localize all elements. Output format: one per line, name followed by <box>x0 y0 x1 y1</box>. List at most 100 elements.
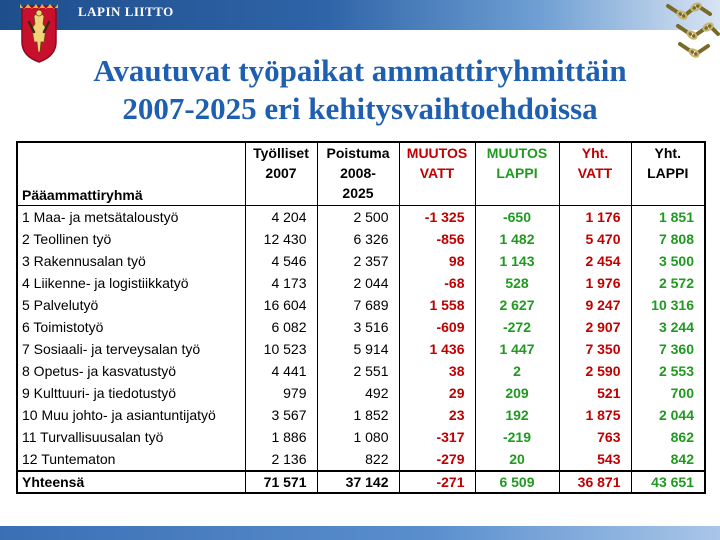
cell-total-vatt: 2 907 <box>558 316 632 338</box>
header-band <box>0 0 720 30</box>
cell-change-vatt: -1 325 <box>398 205 476 228</box>
cell-change-lappi: 1 482 <box>474 228 560 250</box>
cell-employed: 1 886 <box>244 426 318 448</box>
cell-change-lappi: 528 <box>474 272 560 294</box>
cell-total-lappi: 862 <box>630 426 706 448</box>
cell-employed: 71 571 <box>244 471 318 493</box>
cell-retirement: 3 516 <box>316 316 400 338</box>
cell-employed: 979 <box>244 382 318 404</box>
cell-change-lappi: 1 143 <box>474 250 560 272</box>
cell-total-vatt: 2 454 <box>558 250 632 272</box>
cell-total-lappi: 10 316 <box>630 294 706 316</box>
chain-emblem-icon <box>666 2 720 58</box>
cell-change-lappi: 2 627 <box>474 294 560 316</box>
cell-group: 3 Rakennusalan työ <box>16 250 246 272</box>
cell-retirement: 1 080 <box>316 426 400 448</box>
cell-total-lappi: 3 244 <box>630 316 706 338</box>
cell-retirement: 822 <box>316 448 400 471</box>
cell-retirement: 492 <box>316 382 400 404</box>
cell-total-vatt: 36 871 <box>558 471 632 493</box>
cell-change-lappi: -219 <box>474 426 560 448</box>
table-body: 1 Maa- ja metsätaloustyö 4 204 2 500 -1 325… <box>16 205 706 493</box>
cell-group: 2 Teollinen työ <box>16 228 246 250</box>
cell-total-lappi: 3 500 <box>630 250 706 272</box>
cell-employed: 12 430 <box>244 228 318 250</box>
total-row: Yhteensä 71 571 37 142 -271 6 509 36 871 43 65… <box>16 471 706 493</box>
header-change-vatt: MUUTOS VATT <box>398 142 476 206</box>
cell-total-vatt: 1 976 <box>558 272 632 294</box>
cell-change-vatt: 23 <box>398 404 476 426</box>
cell-group: 10 Muu johto- ja asiantuntijatyö <box>16 404 246 426</box>
cell-employed: 4 204 <box>244 205 318 228</box>
cell-group: 5 Palvelutyö <box>16 294 246 316</box>
cell-total-lappi: 842 <box>630 448 706 471</box>
cell-employed: 16 604 <box>244 294 318 316</box>
cell-change-vatt: 38 <box>398 360 476 382</box>
header-retirement-line1: Poistuma <box>326 145 390 161</box>
cell-total-vatt: 1 875 <box>558 404 632 426</box>
cell-change-vatt: -609 <box>398 316 476 338</box>
table-row: 7 Sosiaali- ja terveysalan työ 10 523 5 91… <box>16 338 706 360</box>
cell-retirement: 6 326 <box>316 228 400 250</box>
cell-change-vatt: -856 <box>398 228 476 250</box>
cell-change-lappi: 192 <box>474 404 560 426</box>
occupation-table: Pääammattiryhmä Työlliset 2007 Poistuma … <box>16 141 706 494</box>
table-row: 6 Toimistotyö 6 082 3 516 -609 -272 2 907 3 24… <box>16 316 706 338</box>
slide-title-line1: Avautuvat työpaikat ammattiryhmittäin <box>93 53 627 88</box>
cell-change-lappi: -650 <box>474 205 560 228</box>
cell-change-vatt: 1 558 <box>398 294 476 316</box>
cell-change-vatt: -317 <box>398 426 476 448</box>
header-total-lappi: Yht. LAPPI <box>630 142 706 206</box>
cell-total-lappi: 2 553 <box>630 360 706 382</box>
cell-change-lappi: -272 <box>474 316 560 338</box>
cell-retirement: 1 852 <box>316 404 400 426</box>
cell-retirement: 5 914 <box>316 338 400 360</box>
header-total-vatt-line1: Yht. <box>581 145 609 161</box>
cell-group: Yhteensä <box>16 471 246 493</box>
cell-total-lappi: 7 808 <box>630 228 706 250</box>
cell-total-vatt: 9 247 <box>558 294 632 316</box>
header-change-lappi-line2: LAPPI <box>496 165 538 181</box>
table-header-row: Pääammattiryhmä Työlliset 2007 Poistuma … <box>16 142 706 206</box>
table-row: 1 Maa- ja metsätaloustyö 4 204 2 500 -1 325… <box>16 205 706 228</box>
cell-retirement: 7 689 <box>316 294 400 316</box>
cell-total-lappi: 2 572 <box>630 272 706 294</box>
table-row: 10 Muu johto- ja asiantuntijatyö 3 567 1 8… <box>16 404 706 426</box>
table-row: 12 Tuntematon 2 136 822 -279 20 543 842 <box>16 448 706 471</box>
cell-employed: 10 523 <box>244 338 318 360</box>
table-row: 3 Rakennusalan työ 4 546 2 357 98 1 143 2 454… <box>16 250 706 272</box>
cell-retirement: 2 044 <box>316 272 400 294</box>
header-total-vatt-line2: VATT <box>577 165 613 181</box>
cell-group: 8 Opetus- ja kasvatustyö <box>16 360 246 382</box>
cell-total-lappi: 700 <box>630 382 706 404</box>
cell-group: 11 Turvallisuusalan työ <box>16 426 246 448</box>
table-row: 4 Liikenne- ja logistiikkatyö 4 173 2 044-… <box>16 272 706 294</box>
header-change-lappi: MUUTOS LAPPI <box>474 142 560 206</box>
cell-group: 12 Tuntematon <box>16 448 246 471</box>
cell-change-lappi: 20 <box>474 448 560 471</box>
cell-employed: 4 173 <box>244 272 318 294</box>
header-employed-line2: 2007 <box>265 165 297 181</box>
cell-total-lappi: 2 044 <box>630 404 706 426</box>
header-employed: Työlliset 2007 <box>244 142 318 206</box>
header-group: Pääammattiryhmä <box>16 142 246 206</box>
cell-group: 9 Kulttuuri- ja tiedotustyö <box>16 382 246 404</box>
slide-title-line2: 2007-2025 eri kehitysvaihtoehdoissa <box>122 91 598 126</box>
cell-change-lappi: 1 447 <box>474 338 560 360</box>
table-row: 8 Opetus- ja kasvatustyö 4 441 2 551 38 2 2 5… <box>16 360 706 382</box>
header-retirement-line3: 2025 <box>342 185 374 201</box>
cell-total-vatt: 5 470 <box>558 228 632 250</box>
table-row: 5 Palvelutyö 16 604 7 689 1 558 2 627 9 247 10… <box>16 294 706 316</box>
cell-total-vatt: 7 350 <box>558 338 632 360</box>
cell-employed: 3 567 <box>244 404 318 426</box>
cell-group: 7 Sosiaali- ja terveysalan työ <box>16 338 246 360</box>
slide-title: Avautuvat työpaikat ammattiryhmittäin 20… <box>0 52 720 128</box>
organization-name: LAPIN LIITTO <box>78 4 174 19</box>
cell-change-lappi: 6 509 <box>474 471 560 493</box>
coat-of-arms-icon <box>20 4 58 63</box>
cell-total-vatt: 1 176 <box>558 205 632 228</box>
cell-retirement: 2 357 <box>316 250 400 272</box>
footer-band <box>0 526 720 540</box>
header-change-vatt-line1: MUUTOS <box>406 145 468 161</box>
header-retirement-line2: 2008- <box>340 165 376 181</box>
